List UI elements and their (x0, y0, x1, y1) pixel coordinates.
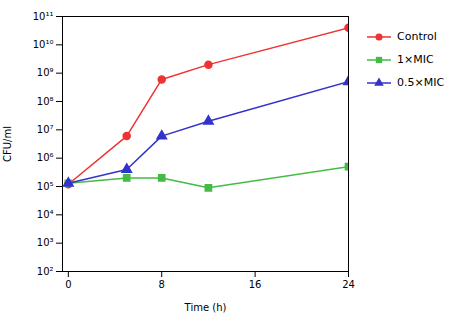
svg-text:8: 8 (159, 279, 165, 290)
svg-text:Time (h): Time (h) (184, 302, 227, 313)
svg-text:10⁶: 10⁶ (37, 152, 54, 163)
svg-text:0: 0 (65, 279, 71, 290)
svg-text:10⁵: 10⁵ (37, 181, 54, 192)
svg-text:10¹¹: 10¹¹ (33, 11, 54, 22)
svg-text:24: 24 (342, 279, 355, 290)
svg-text:10²: 10² (37, 266, 54, 277)
svg-text:CFU/ml: CFU/ml (2, 126, 13, 162)
svg-text:10⁸: 10⁸ (37, 96, 54, 107)
html-text:0.5×MIC: 0.5×MIC (397, 76, 445, 89)
svg-text:10⁹: 10⁹ (37, 67, 54, 78)
svg-text:10¹⁰: 10¹⁰ (33, 39, 54, 50)
html-text:1×MIC: 1×MIC (397, 53, 434, 66)
svg-text:10³: 10³ (37, 237, 54, 248)
svg-text:10⁷: 10⁷ (37, 124, 54, 135)
html-text:Control: Control (397, 30, 437, 43)
svg-text:10⁴: 10⁴ (37, 209, 54, 220)
svg-text:16: 16 (249, 279, 262, 290)
